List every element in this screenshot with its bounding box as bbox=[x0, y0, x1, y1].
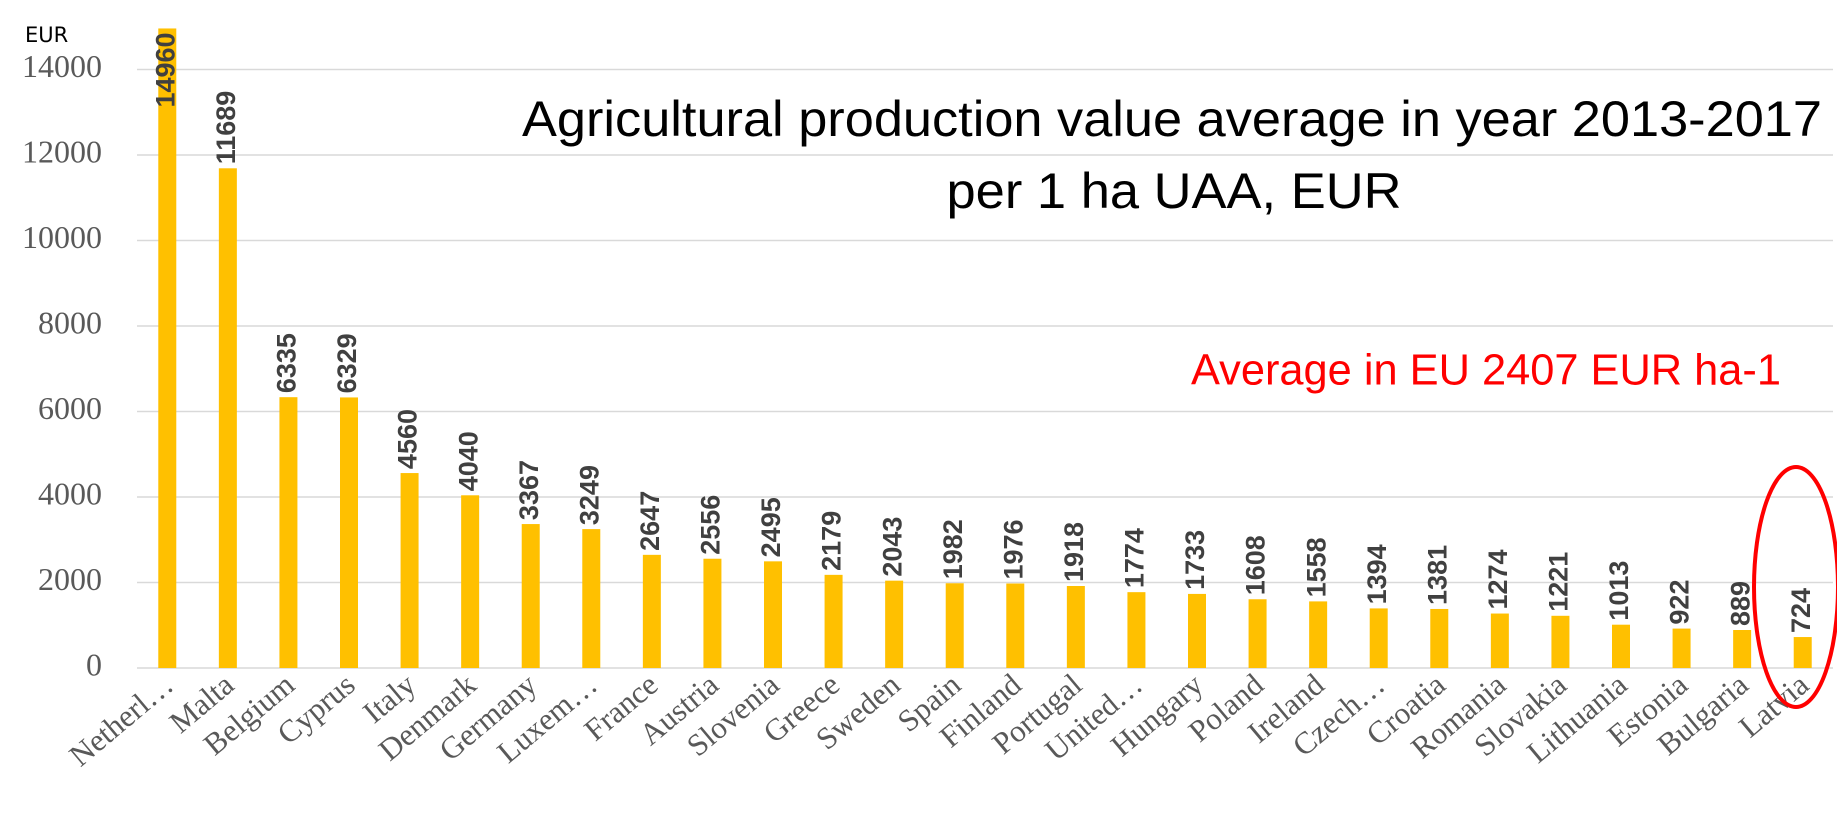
bar bbox=[1430, 608, 1449, 668]
bar bbox=[1127, 592, 1146, 668]
bar bbox=[582, 529, 601, 668]
bar bbox=[340, 397, 358, 668]
value-label: 4560 bbox=[393, 409, 423, 469]
bar bbox=[1733, 629, 1752, 668]
bar bbox=[1248, 599, 1267, 668]
bar bbox=[764, 561, 782, 668]
bar bbox=[158, 28, 177, 668]
bar bbox=[1369, 608, 1388, 668]
value-label: 1918 bbox=[1059, 522, 1089, 582]
bar bbox=[1188, 593, 1206, 668]
value-label: 1982 bbox=[938, 519, 968, 579]
value-label: 1608 bbox=[1241, 535, 1271, 595]
value-label: 2647 bbox=[635, 491, 665, 551]
bar bbox=[1006, 583, 1025, 668]
value-label: 1558 bbox=[1301, 537, 1331, 597]
bar bbox=[945, 583, 964, 668]
bar bbox=[1612, 624, 1630, 668]
value-label: 922 bbox=[1665, 580, 1695, 625]
bar bbox=[885, 580, 904, 668]
bar bbox=[218, 168, 237, 668]
value-label: 1013 bbox=[1604, 561, 1634, 621]
value-label: 3367 bbox=[514, 460, 544, 520]
bar bbox=[824, 574, 843, 668]
y-tick-label: 2000 bbox=[38, 561, 102, 597]
value-label: 11689 bbox=[211, 91, 241, 165]
value-label: 2179 bbox=[817, 511, 847, 571]
value-label: 1394 bbox=[1362, 544, 1392, 604]
bar bbox=[1793, 637, 1812, 668]
bar bbox=[400, 473, 419, 668]
value-label: 2043 bbox=[877, 517, 907, 577]
bar bbox=[521, 524, 540, 668]
y-tick-label: 8000 bbox=[38, 304, 102, 340]
value-label: 3249 bbox=[574, 465, 604, 525]
value-label: 724 bbox=[1786, 588, 1816, 633]
bar bbox=[461, 495, 480, 668]
value-label: 1976 bbox=[998, 519, 1028, 579]
y-tick-label: 0 bbox=[86, 646, 102, 682]
value-label: 2495 bbox=[756, 497, 786, 557]
bar bbox=[1490, 613, 1509, 668]
bar bbox=[703, 558, 722, 668]
value-label: 14960 bbox=[150, 32, 180, 107]
y-tick-label: 10000 bbox=[22, 219, 102, 255]
bar bbox=[642, 554, 661, 668]
value-label: 1774 bbox=[1120, 528, 1150, 588]
value-label: 889 bbox=[1725, 581, 1755, 626]
value-label: 6335 bbox=[272, 333, 302, 393]
y-tick-label: 14000 bbox=[22, 48, 102, 84]
bar bbox=[1672, 628, 1691, 668]
value-label: 6329 bbox=[332, 333, 362, 393]
y-tick-label: 4000 bbox=[38, 475, 102, 511]
value-label: 4040 bbox=[453, 431, 483, 491]
highlight-ellipse bbox=[1752, 465, 1837, 709]
value-label: 1733 bbox=[1180, 530, 1210, 590]
bar bbox=[1309, 601, 1328, 668]
chart-title: Agricultural production value average in… bbox=[522, 91, 1822, 147]
chart-title: per 1 ha UAA, EUR bbox=[947, 163, 1402, 219]
value-label: 2556 bbox=[696, 495, 726, 555]
y-axis-label: EUR bbox=[25, 23, 68, 47]
annotation: Average in EU 2407 EUR ha-1 bbox=[1191, 346, 1781, 395]
value-label: 1381 bbox=[1422, 545, 1452, 605]
y-tick-label: 12000 bbox=[22, 133, 102, 169]
bar bbox=[279, 397, 298, 668]
value-label: 1221 bbox=[1544, 552, 1574, 612]
bar bbox=[1066, 586, 1085, 668]
y-tick-label: 6000 bbox=[38, 390, 102, 426]
value-label: 1274 bbox=[1483, 549, 1513, 609]
bar bbox=[1551, 615, 1570, 668]
